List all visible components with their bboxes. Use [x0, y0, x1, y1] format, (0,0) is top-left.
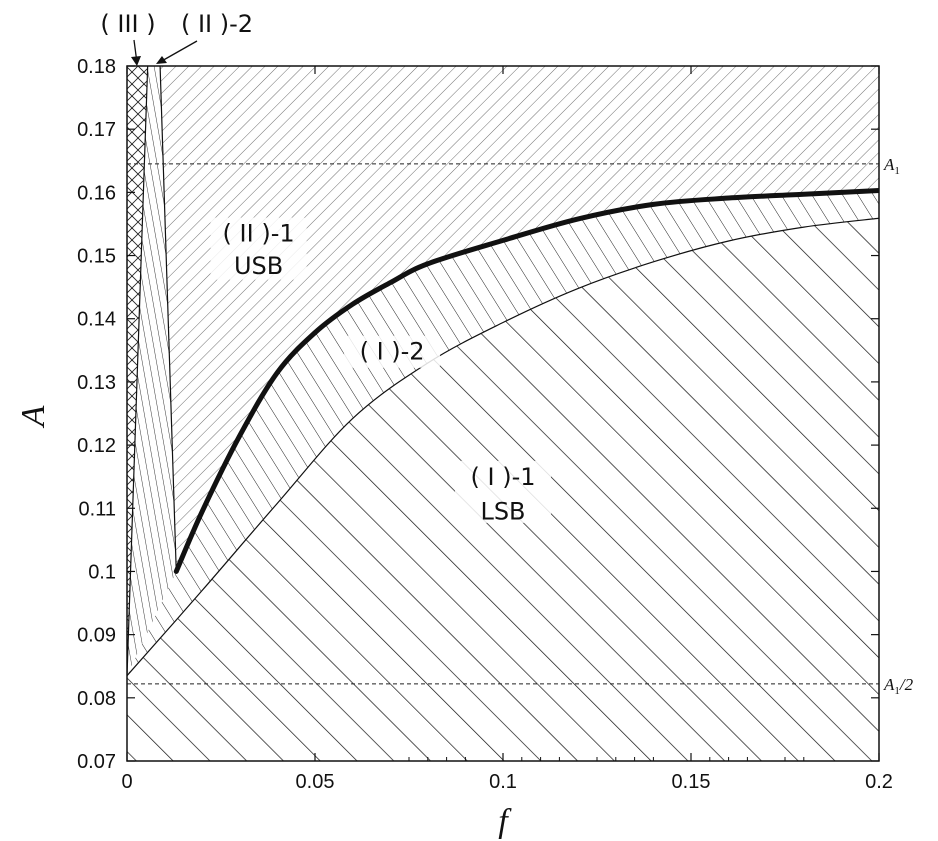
arrow-II-2	[159, 40, 198, 63]
refline-label-1: A1/2	[883, 675, 914, 697]
curve-ii2-left-boundary	[127, 66, 149, 676]
region-label-bg-I-2	[344, 335, 441, 368]
reference-lines-layer: A1 A1/2	[127, 155, 914, 697]
y-tick-label: 0.09	[77, 625, 116, 647]
region-I-2	[127, 190, 879, 676]
ticks-layer: 0 0.05 0.1 0.15 0.2 0.07 0.08 0.09 0.1 0.11 0.12 0.…	[77, 56, 893, 793]
y-tick-label: 0.15	[77, 246, 116, 268]
y-tick-label: 0.17	[77, 119, 116, 141]
y-axis-title: A	[15, 405, 52, 428]
x-tick-label: 0.1	[489, 771, 517, 793]
arrowhead-III	[131, 56, 141, 66]
x-tick-label: 0.15	[672, 771, 711, 793]
region-label-bg-II-1	[210, 217, 307, 280]
y-tick-label: 0.13	[77, 372, 116, 394]
region-label-II-1: ( II )-1	[223, 220, 295, 248]
x-axis-title: f	[498, 803, 512, 840]
region-labels-layer: ( II )-1 USB ( I )-2 ( I )-1 LSB ( III ) ( II …	[100, 10, 551, 526]
x-tick-label: 0.05	[296, 771, 335, 793]
region-label-I-2: ( I )-2	[360, 338, 425, 366]
curve-ii2-right-boundary	[159, 66, 177, 572]
y-tick-label: 0.1	[88, 561, 116, 583]
region-sublabel-I-1: LSB	[480, 498, 525, 526]
curve-lsb-boundary	[127, 217, 879, 677]
curve-usb-boundary	[173, 187, 879, 574]
y-tick-label: 0.12	[77, 435, 116, 457]
y-tick-label: 0.11	[79, 498, 116, 520]
region-sublabel-II-1: USB	[234, 252, 283, 280]
region-II-2	[127, 66, 177, 676]
region-label-bg-I-1	[455, 460, 551, 523]
x-tick-label: 0.2	[865, 771, 893, 793]
region-label-III: ( III )	[100, 10, 155, 38]
x-tick-label: 0	[121, 771, 132, 793]
refline-label-0: A1	[883, 155, 900, 177]
region-II-1	[160, 66, 879, 572]
y-tick-label: 0.16	[77, 182, 116, 204]
y-tick-label: 0.14	[77, 309, 116, 331]
region-label-II-2: ( II )-2	[181, 10, 253, 38]
arrowhead-II-2	[156, 56, 167, 64]
y-tick-label: 0.07	[77, 751, 116, 773]
y-tick-label: 0.08	[77, 688, 116, 710]
regions-layer	[127, 66, 879, 761]
curves-layer	[127, 66, 879, 677]
region-label-I-1: ( I )-1	[471, 463, 536, 491]
y-tick-label: 0.18	[77, 56, 116, 78]
